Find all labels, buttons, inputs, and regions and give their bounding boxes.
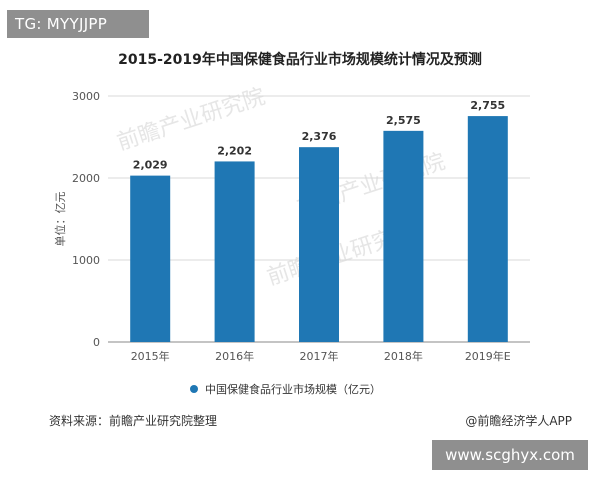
x-tick-label: 2018年	[384, 349, 423, 363]
legend-swatch	[190, 385, 198, 393]
x-axis-ticks: 2015年 2016年 2017年 2018年 2019年E	[131, 349, 511, 363]
y-tick-label: 0	[93, 336, 100, 349]
x-tick-label: 2019年E	[465, 349, 511, 363]
y-axis-label: 单位：亿元	[53, 192, 67, 247]
y-tick-label: 1000	[72, 254, 100, 267]
bar-1	[214, 161, 255, 342]
credit-note: @前瞻经济学人APP	[465, 414, 572, 428]
y-tick-label: 3000	[72, 90, 100, 103]
bar-value-label: 2,202	[217, 144, 252, 157]
bars	[130, 116, 508, 342]
bar-2	[299, 147, 339, 342]
bar-3	[383, 130, 424, 342]
x-tick-label: 2016年	[215, 349, 254, 363]
bar-4	[467, 116, 508, 342]
y-tick-label: 2000	[72, 172, 100, 185]
bar-0	[130, 175, 171, 342]
channel-tag-overlay: TG: MYYJJPP	[7, 10, 149, 38]
x-tick-label: 2017年	[300, 349, 339, 363]
bar-value-labels: 2,029 2,202 2,376 2,575 2,755	[133, 99, 505, 172]
bar-value-label: 2,029	[133, 159, 168, 172]
bar-value-label: 2,376	[302, 130, 337, 143]
legend-label: 中国保健食品行业市场规模（亿元）	[205, 383, 381, 396]
chart-title: 2015-2019年中国保健食品行业市场规模统计情况及预测	[118, 52, 482, 68]
y-axis-ticks: 0 1000 2000 3000	[72, 90, 100, 349]
bar-value-label: 2,755	[470, 99, 505, 112]
site-url-overlay: www.scghyx.com	[432, 440, 588, 470]
x-tick-label: 2015年	[131, 349, 170, 363]
chart-legend: 中国保健食品行业市场规模（亿元）	[190, 381, 381, 397]
bar-value-label: 2,575	[386, 114, 421, 127]
source-note: 资料来源：前瞻产业研究院整理	[49, 414, 218, 428]
